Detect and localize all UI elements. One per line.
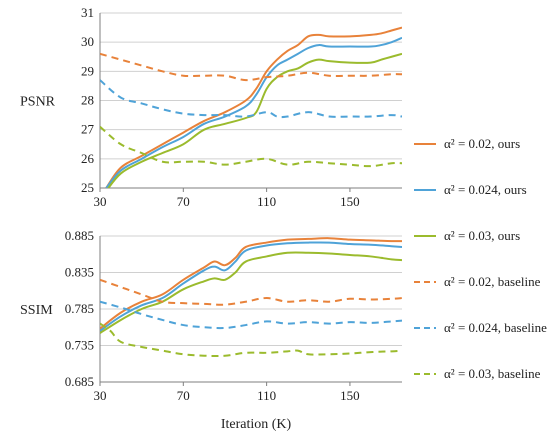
y-tick-label: 28 [81,93,94,108]
y-axis-label: SSIM [20,303,53,318]
x-axis-label: Iteration (K) [221,417,292,432]
x-tick-label: 70 [177,388,190,403]
y-tick-label: 0.835 [65,265,94,280]
y-tick-label: 0.685 [65,374,94,389]
y-tick-label: 26 [81,151,95,166]
series-line-3 [107,52,402,188]
legend-label: α² = 0.03, baseline [444,366,541,381]
legend-label: α² = 0.03, ours [444,228,520,243]
x-tick-label: 30 [94,194,107,209]
x-tick-label: 70 [177,194,190,209]
x-tick-label: 110 [257,194,276,209]
series-line-4 [100,278,402,306]
y-tick-label: 29 [81,63,94,78]
y-tick-label: 27 [81,122,95,137]
legend: α² = 0.02, ours α² = 0.024, ours α² = 0.03… [414,136,547,381]
y-tick-label: 25 [81,180,94,195]
legend-label: α² = 0.02, baseline [444,274,541,289]
x-tick-label: 30 [94,388,107,403]
legend-label: α² = 0.02, ours [444,136,520,151]
x-tick-label: 150 [340,194,360,209]
series-line-1 [100,237,402,330]
y-tick-label: 0.735 [65,338,94,353]
y-tick-label: 30 [81,34,94,49]
series-line-2 [105,36,402,188]
series-line-1 [105,26,402,188]
psnr-chart: 25 26 27 28 29 30 31 30 70 110 150 PSNR [20,5,402,209]
y-tick-label: 0.885 [65,228,94,243]
x-tick-label: 150 [340,388,360,403]
y-axis-label: PSNR [20,95,56,110]
series-line-4 [100,52,402,82]
series-line-2 [100,241,402,332]
ssim-chart: 0.685 0.735 0.785 0.835 0.885 30 70 110 150 SSIM I… [20,228,402,432]
series-line-5 [100,300,402,330]
series-line-3 [100,251,402,334]
x-tick-label: 110 [257,388,276,403]
legend-label: α² = 0.024, baseline [444,320,547,335]
series-line-5 [100,79,402,119]
series-line-6 [100,125,402,168]
y-tick-label: 0.785 [65,301,94,316]
legend-label: α² = 0.024, ours [444,182,527,197]
series-line-6 [100,322,402,358]
y-tick-label: 31 [81,5,94,20]
